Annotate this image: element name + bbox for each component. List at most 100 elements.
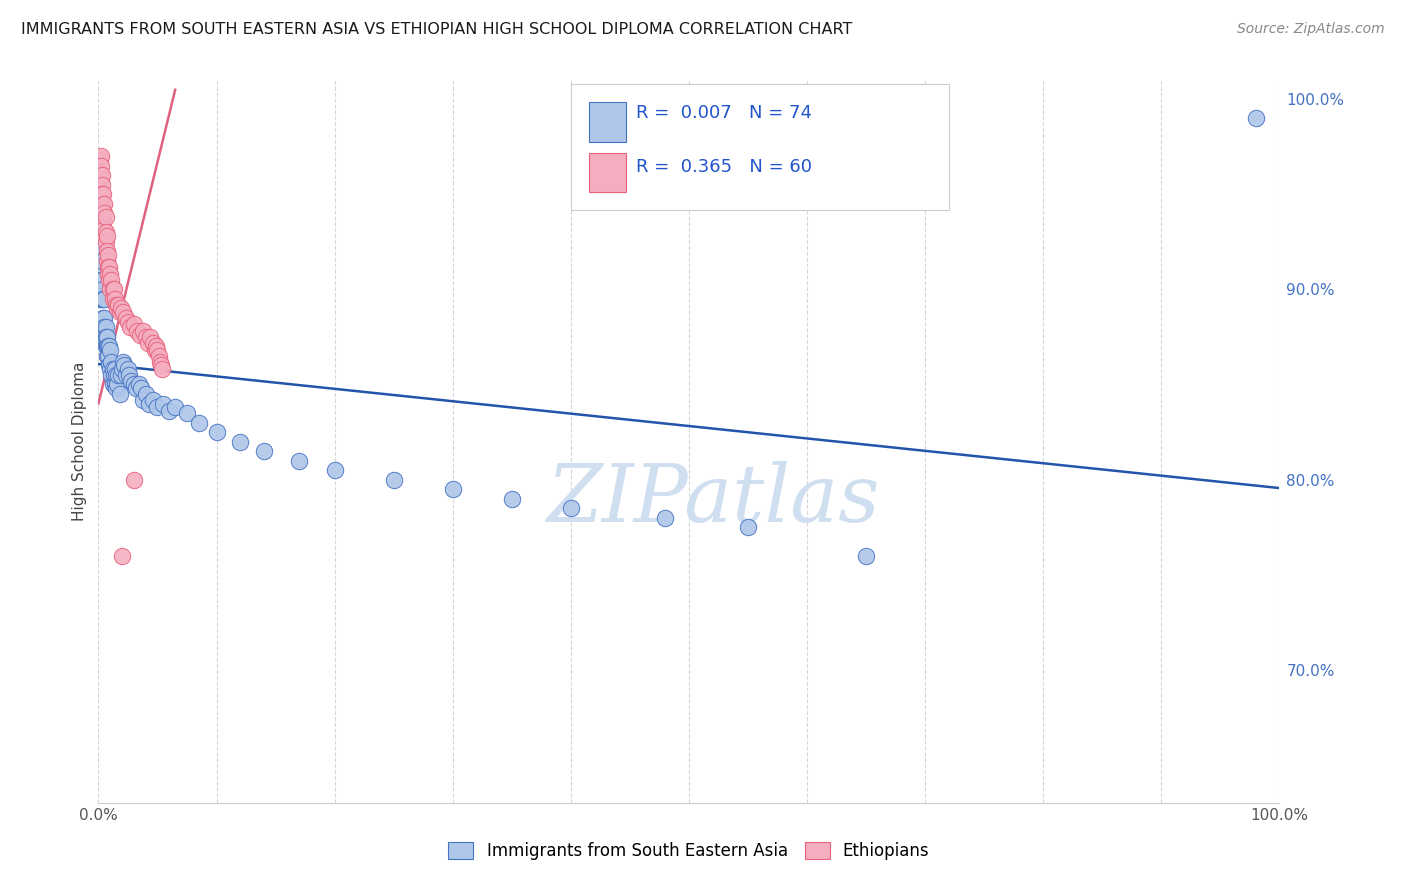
Point	[142, 392, 165, 407]
Point	[135, 330, 157, 344]
Point	[229, 434, 252, 449]
Point	[94, 235, 117, 249]
Point	[97, 248, 120, 262]
Point	[90, 273, 112, 287]
Point	[97, 267, 120, 281]
FancyBboxPatch shape	[589, 153, 626, 193]
Point	[100, 273, 122, 287]
Point	[150, 362, 173, 376]
Point	[90, 149, 112, 163]
Point	[89, 153, 111, 168]
Point	[105, 298, 128, 312]
Point	[108, 305, 131, 319]
Point	[91, 210, 114, 224]
Point	[142, 335, 165, 350]
Point	[146, 401, 169, 415]
Point	[122, 377, 145, 392]
Point	[148, 349, 170, 363]
Point	[737, 520, 759, 534]
Point	[187, 416, 209, 430]
Point	[654, 510, 676, 524]
Point	[855, 549, 877, 563]
Point	[93, 310, 115, 325]
Point	[91, 292, 114, 306]
Point	[104, 377, 127, 392]
Point	[145, 339, 167, 353]
Point	[165, 401, 187, 415]
Point	[117, 362, 139, 376]
Point	[110, 368, 132, 382]
Point	[1244, 112, 1267, 126]
Point	[112, 359, 135, 373]
Text: ZIPatlas: ZIPatlas	[546, 460, 879, 538]
Point	[91, 310, 114, 325]
Point	[94, 210, 117, 224]
Point	[112, 354, 135, 368]
Point	[205, 425, 228, 439]
Point	[96, 229, 118, 244]
Point	[89, 282, 111, 296]
Point	[96, 244, 118, 259]
Point	[149, 354, 172, 368]
Point	[117, 315, 139, 329]
Legend: Immigrants from South Eastern Asia, Ethiopians: Immigrants from South Eastern Asia, Ethi…	[441, 835, 936, 867]
Point	[98, 282, 121, 296]
Point	[176, 406, 198, 420]
FancyBboxPatch shape	[571, 84, 949, 211]
Point	[93, 206, 115, 220]
Point	[97, 349, 120, 363]
Point	[98, 343, 121, 358]
Point	[111, 362, 134, 376]
Point	[128, 377, 150, 392]
Point	[107, 368, 129, 382]
FancyBboxPatch shape	[589, 102, 626, 142]
Point	[101, 282, 124, 296]
Point	[98, 359, 121, 373]
Point	[104, 362, 127, 376]
Point	[101, 292, 124, 306]
Point	[93, 320, 115, 334]
Point	[89, 292, 111, 306]
Point	[93, 197, 115, 211]
Point	[100, 368, 122, 382]
Point	[132, 324, 155, 338]
Point	[91, 273, 114, 287]
Point	[560, 501, 582, 516]
Point	[91, 197, 114, 211]
Point	[105, 301, 128, 316]
Point	[132, 392, 155, 407]
Point	[96, 339, 118, 353]
Point	[89, 164, 111, 178]
Point	[150, 359, 173, 373]
Point	[122, 317, 145, 331]
Point	[501, 491, 523, 506]
Point	[94, 320, 117, 334]
Point	[323, 463, 346, 477]
Point	[103, 282, 125, 296]
Point	[94, 339, 117, 353]
Point	[91, 202, 114, 217]
Point	[90, 244, 112, 259]
Point	[288, 453, 311, 467]
Y-axis label: High School Diploma: High School Diploma	[72, 362, 87, 521]
Point	[96, 330, 118, 344]
Point	[90, 172, 112, 186]
Point	[91, 187, 114, 202]
Point	[101, 362, 124, 376]
Point	[138, 396, 160, 410]
Point	[100, 354, 122, 368]
Point	[112, 305, 135, 319]
Point	[96, 253, 118, 268]
Point	[91, 169, 114, 183]
Point	[91, 292, 114, 306]
Point	[90, 263, 112, 277]
Point	[157, 404, 180, 418]
Point	[110, 301, 132, 316]
Point	[114, 368, 136, 382]
Point	[90, 159, 112, 173]
Point	[121, 374, 143, 388]
Point	[98, 339, 121, 353]
Point	[93, 229, 115, 244]
Point	[135, 387, 157, 401]
Point	[253, 444, 276, 458]
